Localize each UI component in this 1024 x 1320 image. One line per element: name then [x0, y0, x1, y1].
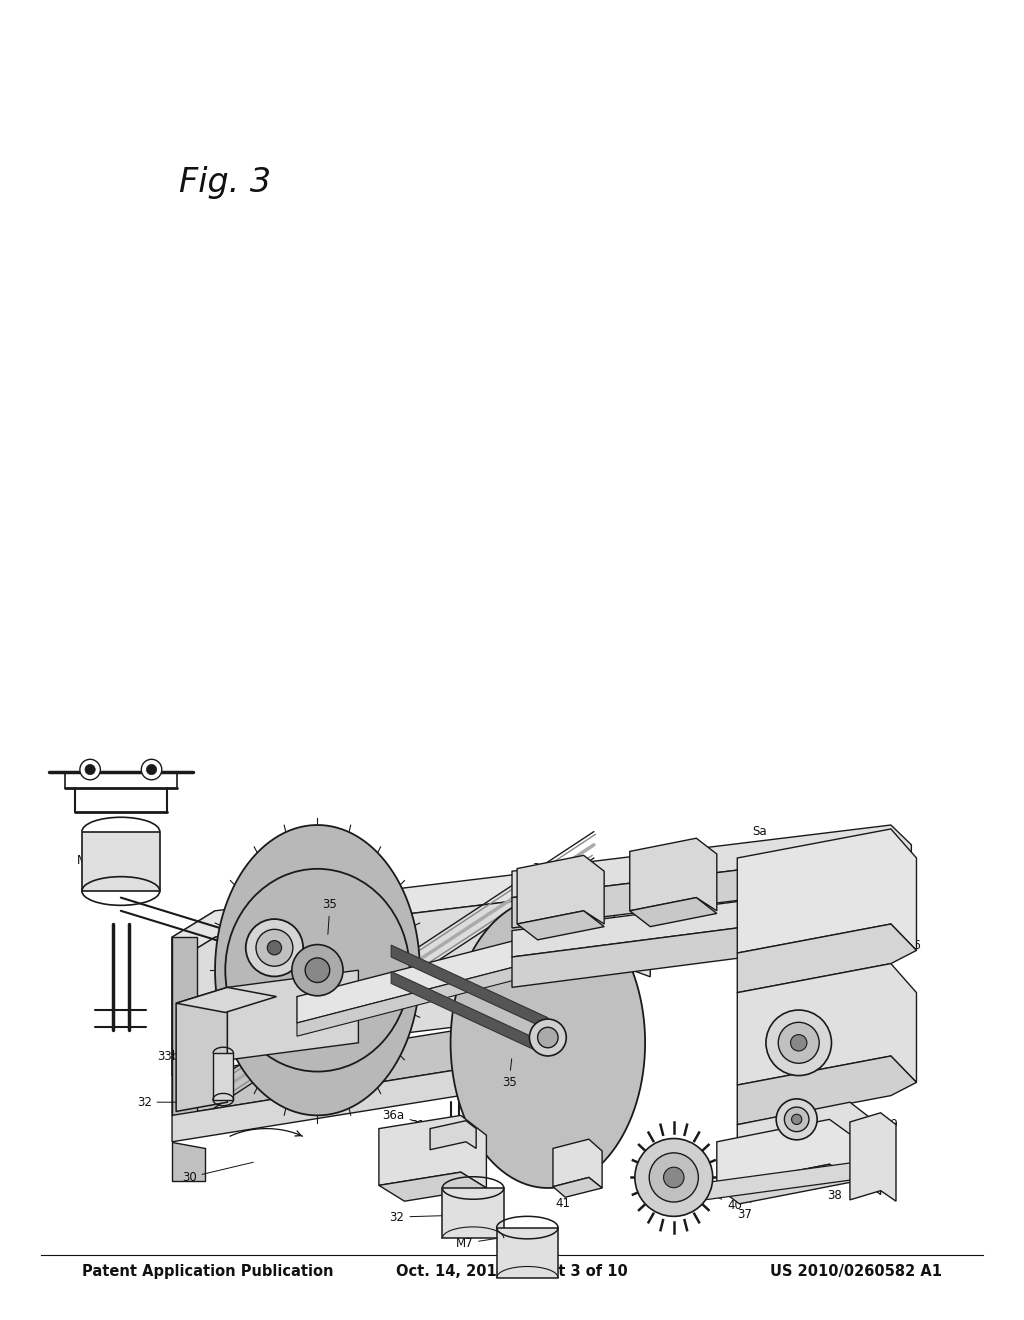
Polygon shape	[379, 1115, 486, 1188]
Text: US 2010/0260582 A1: US 2010/0260582 A1	[770, 1265, 942, 1279]
Polygon shape	[442, 1188, 504, 1238]
Text: M7: M7	[456, 1234, 521, 1250]
Polygon shape	[737, 964, 916, 1085]
Text: 31: 31	[410, 1119, 453, 1140]
Circle shape	[246, 919, 303, 977]
Circle shape	[292, 945, 343, 995]
Polygon shape	[737, 829, 916, 953]
Polygon shape	[451, 898, 645, 1188]
Text: 33a: 33a	[532, 862, 554, 895]
Polygon shape	[172, 1142, 205, 1181]
Circle shape	[141, 759, 162, 780]
Polygon shape	[172, 1016, 543, 1115]
Polygon shape	[553, 1177, 602, 1197]
Polygon shape	[82, 832, 160, 891]
Circle shape	[766, 1010, 831, 1076]
Text: Patent Application Publication: Patent Application Publication	[82, 1265, 334, 1279]
Polygon shape	[215, 825, 420, 1115]
Polygon shape	[630, 898, 717, 927]
Text: 36a: 36a	[382, 1109, 458, 1131]
Polygon shape	[512, 851, 911, 928]
Polygon shape	[176, 987, 227, 1111]
Polygon shape	[297, 924, 650, 1023]
Text: 38: 38	[827, 1181, 842, 1203]
Text: 35: 35	[323, 898, 337, 935]
Text: 33b: 33b	[157, 1049, 224, 1067]
Polygon shape	[213, 1053, 233, 1100]
Polygon shape	[517, 911, 604, 940]
Polygon shape	[172, 898, 543, 1076]
Text: 32: 32	[136, 1096, 197, 1109]
Polygon shape	[297, 950, 579, 1036]
Circle shape	[664, 1167, 684, 1188]
Polygon shape	[850, 1113, 896, 1201]
Circle shape	[538, 1027, 558, 1048]
Text: 37: 37	[737, 1201, 753, 1221]
Polygon shape	[172, 911, 215, 1076]
Circle shape	[146, 764, 157, 775]
Polygon shape	[172, 937, 197, 1115]
Text: M5: M5	[77, 846, 138, 867]
Polygon shape	[737, 1102, 876, 1158]
Text: 35: 35	[502, 1059, 516, 1089]
Polygon shape	[512, 908, 911, 987]
Polygon shape	[630, 838, 717, 911]
Text: Sa: Sa	[739, 825, 767, 850]
Polygon shape	[666, 1162, 881, 1205]
Text: 42: 42	[668, 1184, 683, 1208]
Polygon shape	[172, 871, 614, 964]
Text: M6: M6	[380, 1166, 460, 1181]
Circle shape	[529, 1019, 566, 1056]
Polygon shape	[553, 1139, 602, 1188]
Polygon shape	[717, 1119, 855, 1187]
Polygon shape	[517, 855, 604, 924]
Polygon shape	[176, 987, 276, 1012]
Circle shape	[85, 764, 95, 775]
Polygon shape	[543, 871, 614, 1056]
Text: 30: 30	[182, 1162, 253, 1184]
Text: 40: 40	[714, 1196, 742, 1212]
Text: 36: 36	[894, 939, 922, 952]
Polygon shape	[379, 1172, 486, 1201]
Circle shape	[784, 1107, 809, 1131]
Text: Fig. 3: Fig. 3	[179, 166, 271, 199]
Circle shape	[649, 1152, 698, 1203]
Polygon shape	[391, 945, 548, 1030]
Circle shape	[256, 929, 293, 966]
Polygon shape	[430, 1121, 476, 1150]
Text: 32: 32	[389, 1210, 483, 1224]
Polygon shape	[737, 1056, 916, 1125]
Text: Oct. 14, 2010  Sheet 3 of 10: Oct. 14, 2010 Sheet 3 of 10	[396, 1265, 628, 1279]
Polygon shape	[391, 972, 548, 1056]
Circle shape	[80, 759, 100, 780]
Circle shape	[791, 1035, 807, 1051]
Polygon shape	[737, 924, 916, 993]
Polygon shape	[512, 882, 911, 957]
Circle shape	[778, 1022, 819, 1064]
Polygon shape	[172, 1056, 573, 1142]
Polygon shape	[227, 970, 358, 1060]
Circle shape	[305, 958, 330, 982]
Circle shape	[792, 1114, 802, 1125]
Text: 41: 41	[555, 1184, 572, 1210]
Polygon shape	[717, 1164, 855, 1204]
Circle shape	[776, 1098, 817, 1140]
Circle shape	[267, 941, 282, 954]
Polygon shape	[512, 825, 911, 898]
Circle shape	[635, 1139, 713, 1216]
Polygon shape	[497, 1228, 558, 1278]
Text: 39: 39	[874, 1118, 898, 1134]
